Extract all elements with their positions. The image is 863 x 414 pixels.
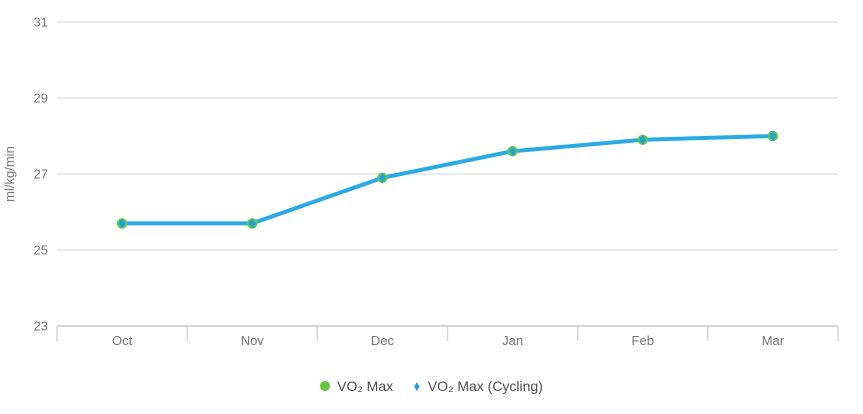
x-axis-category-label: Feb (632, 333, 654, 348)
data-point-vo2max-cycling[interactable] (508, 146, 517, 157)
y-axis-tick-label: 25 (34, 243, 48, 258)
data-point-vo2max-cycling[interactable] (378, 172, 387, 183)
diamond-marker-icon: ♦ (413, 377, 421, 395)
legend-label: VO₂ Max (Cycling) (427, 378, 543, 394)
x-axis-category-label: Nov (241, 333, 265, 348)
data-point-vo2max-cycling[interactable] (118, 218, 126, 229)
y-axis-title: ml/kg/min (2, 146, 17, 202)
legend-label: VO₂ Max (337, 378, 394, 394)
chart-legend: VO₂ Max ♦ VO₂ Max (Cycling) (0, 378, 863, 394)
x-axis-category-label: Oct (112, 333, 133, 348)
legend-item-vo-max-cycling[interactable]: ♦ VO₂ Max (Cycling) (413, 378, 543, 394)
circle-marker-icon (320, 381, 331, 391)
vo2max-chart: 23 25 27 29 31 Oct Nov Dec Jan Feb Mar ml/kg/min VO… (0, 15, 863, 394)
chart-plot-area: 23 25 27 29 31 Oct Nov Dec Jan Feb Mar ml/kg/min (2, 15, 839, 348)
data-point-vo2max-cycling[interactable] (639, 134, 647, 145)
y-axis-tick-label: 23 (34, 319, 48, 334)
data-point-vo2max-cycling[interactable] (248, 218, 256, 229)
y-axis-tick-label: 29 (34, 91, 48, 106)
legend-item-vo-max[interactable]: VO₂ Max (320, 378, 393, 394)
y-axis-tick-label: 27 (34, 167, 48, 182)
x-axis-category-label: Dec (371, 333, 395, 348)
x-axis-category-label: Mar (762, 333, 785, 348)
x-axis-category-label: Jan (502, 333, 523, 348)
vo2max-trend-line (120, 134, 775, 226)
data-point-vo2max-cycling[interactable] (769, 131, 777, 141)
y-axis-tick-label: 31 (34, 15, 48, 30)
